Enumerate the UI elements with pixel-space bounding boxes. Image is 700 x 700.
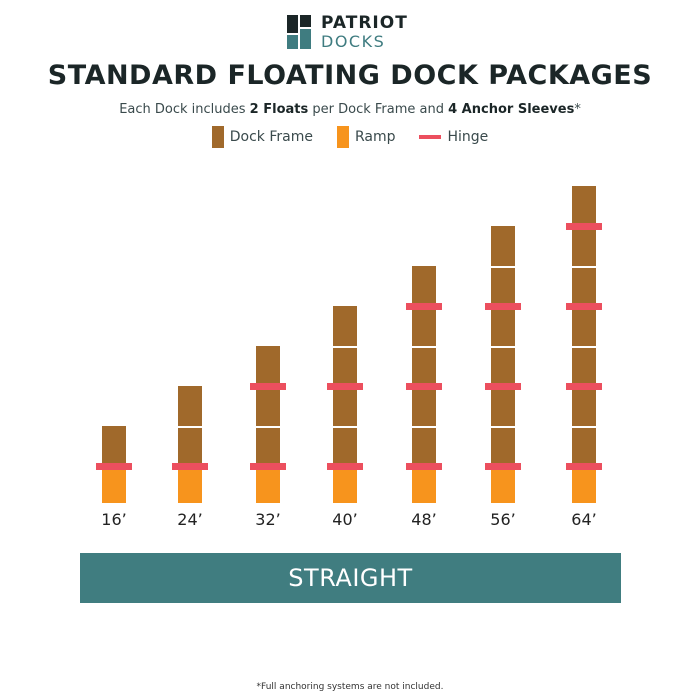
dock-frame [491,268,515,306]
dock-frame [412,388,436,426]
page-title: STANDARD FLOATING DOCK PACKAGES [47,60,653,91]
hinge [327,463,363,470]
dock-frame [412,266,436,306]
legend: Dock Frame Ramp Hinge [0,126,700,148]
patriot-docks-logo: PATRIOT DOCKS [287,13,417,51]
hinge [566,223,602,230]
ramp [256,466,280,503]
ramp [102,466,126,503]
dock-length-label: 56’ [490,510,516,529]
dock-frame [491,308,515,346]
dock-frame [412,308,436,346]
dock-frame [412,428,436,466]
ramp [412,466,436,503]
hinge [250,383,286,390]
dock-frame [572,186,596,226]
subtitle: Each Dock includes 2 Floats per Dock Fra… [119,102,581,117]
hinge [250,463,286,470]
dock-frame [412,348,436,386]
hinge-line-icon [419,135,442,139]
hinge [406,303,442,310]
dock-frame [572,268,596,306]
hinge [566,383,602,390]
hinge [96,463,132,470]
dock-frame [491,388,515,426]
dock-length-label: 64’ [571,510,597,529]
dock-frame [491,428,515,466]
hinge [406,463,442,470]
logo-mark-icon [287,15,311,49]
dock-length-label: 16’ [101,510,127,529]
dock-frame [572,348,596,386]
dock-frame [256,428,280,466]
dock-frame [572,388,596,426]
logo-text-docks: DOCKS [321,32,386,51]
ramp [333,466,357,503]
legend-item-dock-frame: Dock Frame [211,126,313,148]
dock-length-label: 24’ [177,510,203,529]
dock-frame [572,428,596,466]
dock-frame [333,388,357,426]
dock-frame [572,228,596,266]
dock-frame [491,348,515,386]
dock-length-label: 48’ [411,510,437,529]
dock-frame [178,428,202,466]
legend-item-hinge: Hinge [419,129,488,145]
dock-frame [256,388,280,426]
dock-frame-swatch-icon [211,126,224,148]
logo-text-patriot: PATRIOT [321,13,408,33]
dock-length-label: 32’ [255,510,281,529]
legend-item-ramp: Ramp [336,126,395,148]
dock-frame [572,308,596,346]
hinge [566,303,602,310]
dock-frame [178,386,202,426]
hinge [485,383,521,390]
dock-frame [256,346,280,386]
ramp-swatch-icon [336,126,349,148]
dock-frame [102,426,126,466]
hinge [172,463,208,470]
dock-frame [333,306,357,346]
hinge [485,463,521,470]
ramp [178,466,202,503]
hinge [327,383,363,390]
dock-frame [491,226,515,266]
ramp [491,466,515,503]
dock-frame [333,348,357,386]
hinge [566,463,602,470]
dock-length-label: 40’ [332,510,358,529]
dock-frame [333,428,357,466]
straight-banner: STRAIGHT [80,553,621,603]
ramp [572,466,596,503]
footnote: *Full anchoring systems are not included… [256,682,444,692]
hinge [485,303,521,310]
hinge [406,383,442,390]
